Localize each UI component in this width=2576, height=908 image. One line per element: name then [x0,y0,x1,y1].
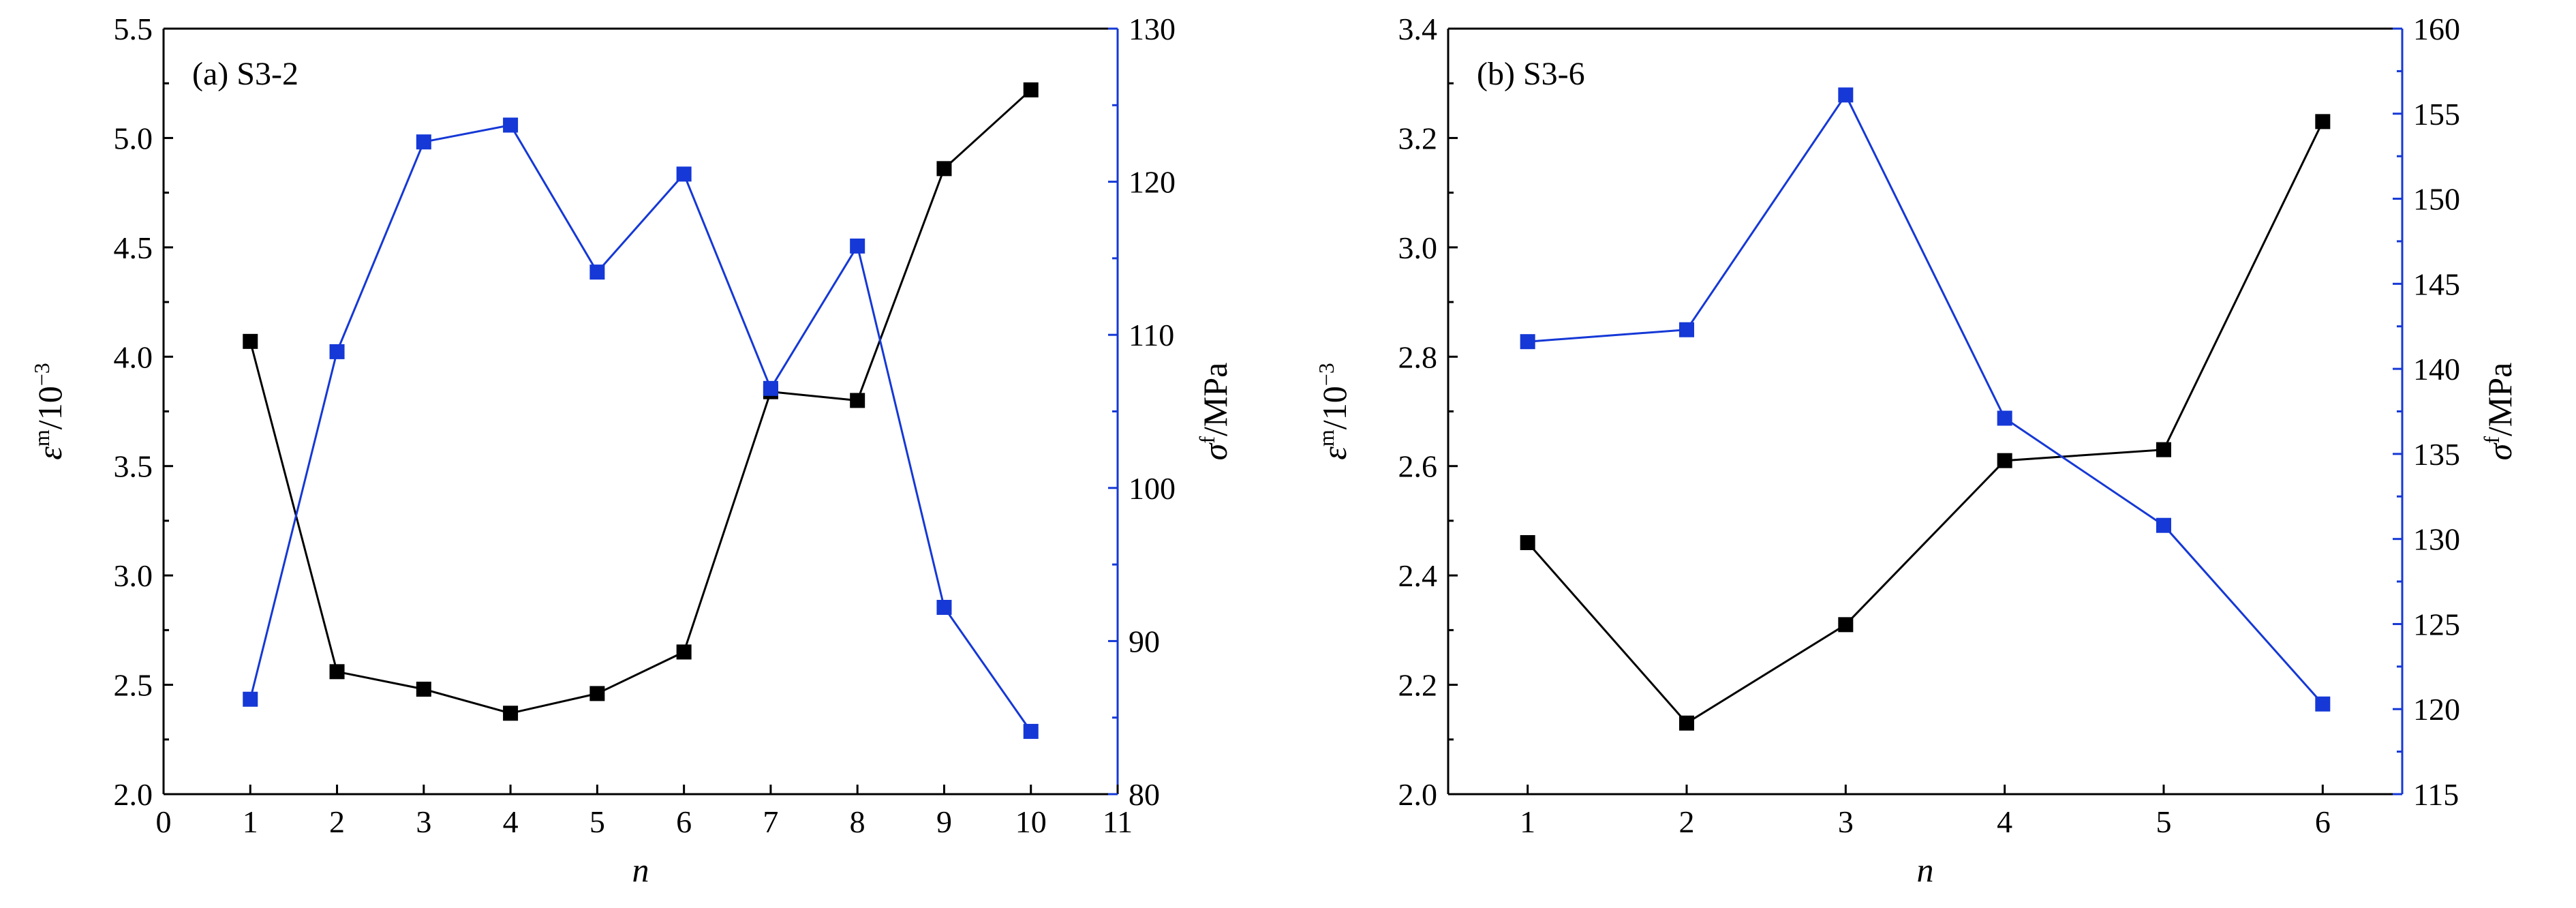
x-tick-label: 6 [2315,804,2331,839]
y-left-tick-label: 4.0 [114,339,153,374]
x-tick-label: 0 [156,804,172,839]
y-left-tick-label: 2.0 [114,777,153,812]
y-left-tick-label: 2.0 [1398,777,1438,812]
y-right-tick-label: 130 [2413,522,2460,557]
y-right-tick-label: 110 [1129,318,1174,352]
x-tick-label: 1 [1520,804,1535,839]
stress-point [2156,517,2171,533]
y-left-tick-label: 5.0 [114,121,153,155]
stress-point [1520,334,1535,350]
stress-line [249,123,1032,732]
strain-point [676,644,692,660]
y-right-tick-label: 145 [2413,267,2460,301]
strain-point [1679,715,1694,731]
strain-line [249,89,1032,714]
x-tick-label: 7 [763,804,778,839]
stress-point [1023,723,1039,739]
strain-point [1520,535,1535,551]
y-left-tick-label: 3.5 [114,449,153,484]
y-right-tick-label: 160 [2413,12,2460,46]
strain-point [243,333,258,349]
panel-a: 0 1 2 3 4 5 6 7 8 9 10 11 2.0 2.5 3.0 3.5 4.0 4.5 5.0 5.5 80… [29,12,1234,889]
panel-label: (a) S3-2 [192,56,298,92]
x-tick-label: 2 [329,804,345,839]
stress-point [1679,322,1694,337]
y-left-tick-label: 3.0 [1398,230,1438,265]
y-right-tick-label: 140 [2413,352,2460,387]
strain-point [936,161,952,177]
stress-point [243,691,258,707]
y-right-tick-label: 150 [2413,182,2460,217]
y-right-tick-label: 120 [1129,165,1176,200]
x-tick-label: 1 [243,804,258,839]
y-left-tick-label: 5.5 [114,12,153,46]
x-tick-label: 4 [1997,804,2012,839]
stress-point [1997,410,2012,426]
x-tick-label: 5 [2156,804,2172,839]
y-right-axis-label: σf/MPa [1195,363,1234,461]
y-left-tick-label: 4.5 [114,230,153,265]
x-tick-label: 3 [1838,804,1854,839]
y-left-tick-label: 2.6 [1398,449,1438,484]
y-right-tick-label: 100 [1129,471,1176,506]
x-tick-label: 11 [1103,804,1133,839]
strain-point [503,706,519,721]
y-left-tick-label: 3.4 [1398,12,1438,46]
strain-point [1838,617,1854,633]
y-left-tick-label: 3.2 [1398,121,1438,155]
x-axis-label: n [1917,851,1934,889]
stress-point [329,344,345,359]
y-right-tick-label: 120 [2413,692,2460,727]
stress-point [1838,87,1854,103]
y-left-tick-label: 2.4 [1398,558,1438,593]
strain-point [589,686,605,701]
strain-point [2156,442,2171,457]
y-left-axis-label: εm/10−3 [1314,363,1353,460]
stress-point [850,238,865,254]
x-tick-label: 4 [503,804,519,839]
y-right-tick-label: 155 [2413,97,2460,132]
y-right-tick-label: 115 [2413,777,2459,812]
stress-point [763,380,778,396]
strain-point [416,681,431,697]
y-left-tick-label: 3.0 [114,558,153,593]
y-left-tick-label: 2.5 [114,668,153,703]
x-tick-label: 10 [1015,804,1047,839]
strain-point [2315,114,2331,130]
x-tick-label: 2 [1679,804,1695,839]
y-right-axis-label: σf/MPa [2479,363,2519,461]
stress-point [503,117,519,133]
x-tick-label: 5 [589,804,605,839]
x-tick-label: 9 [936,804,952,839]
y-left-tick-label: 2.2 [1398,668,1438,703]
x-tick-label: 3 [416,804,431,839]
y-right-tick-label: 125 [2413,607,2460,641]
strain-point [329,664,345,680]
panel-b: 1 2 3 4 5 6 2.0 2.2 2.4 2.6 2.8 3.0 3.2 3.4 115 120 125 1… [1314,12,2519,889]
stress-line [1527,93,2324,705]
y-left-tick-label: 2.8 [1398,339,1438,374]
y-right-tick-label: 130 [1129,12,1176,46]
strain-point [1997,453,2012,468]
y-right-tick-label: 135 [2413,437,2460,472]
y-right-tick-label: 80 [1129,777,1160,812]
strain-line [1527,121,2324,725]
x-tick-label: 6 [676,804,692,839]
x-axis-label: n [632,851,649,889]
stress-point [676,166,692,182]
strain-point [1023,82,1039,97]
y-left-axis-label: εm/10−3 [29,363,69,460]
x-tick-label: 8 [850,804,865,839]
y-right-tick-label: 90 [1129,624,1160,659]
stress-point [416,134,431,150]
stress-point [936,599,952,615]
stress-point [589,264,605,280]
panel-label: (b) S3-6 [1477,56,1585,92]
stress-point [2315,696,2331,712]
strain-point [850,393,865,408]
